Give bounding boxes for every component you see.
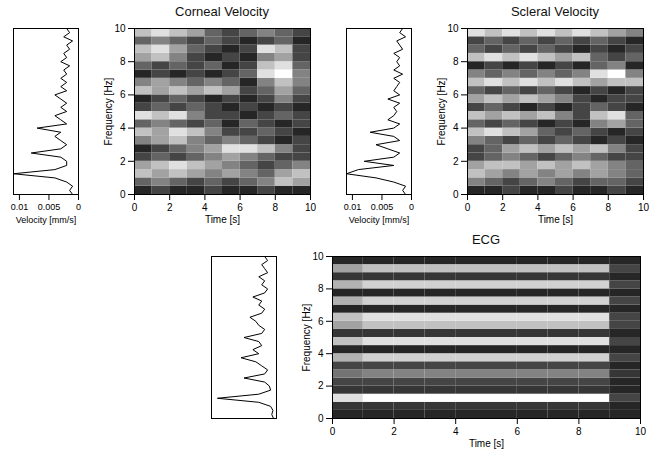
html-text:ECG: ECG — [471, 232, 501, 247]
svg-text:6: 6 — [120, 89, 126, 100]
svg-text:6: 6 — [237, 202, 243, 213]
svg-text:4: 4 — [535, 202, 541, 213]
svg-text:6: 6 — [570, 202, 576, 213]
svg-text:6: 6 — [453, 89, 459, 100]
html-text:Corneal Velocity: Corneal Velocity — [175, 4, 269, 19]
svg-text:0: 0 — [318, 413, 324, 424]
svg-text:2: 2 — [318, 380, 324, 391]
svg-text:0: 0 — [76, 202, 81, 212]
html-text:Scleral Velocity: Scleral Velocity — [510, 4, 600, 19]
svg-text:Time [s]: Time [s] — [469, 438, 504, 449]
svg-text:0: 0 — [132, 202, 138, 213]
svg-text:8: 8 — [576, 426, 582, 437]
svg-text:8: 8 — [606, 202, 612, 213]
svg-text:10: 10 — [305, 202, 317, 213]
svg-text:10: 10 — [114, 23, 126, 34]
svg-text:0.01: 0.01 — [11, 202, 29, 212]
svg-text:2: 2 — [167, 202, 173, 213]
svg-text:0.01: 0.01 — [344, 202, 362, 212]
svg-text:Time [s]: Time [s] — [538, 214, 573, 225]
svg-text:2: 2 — [120, 156, 126, 167]
svg-text:2: 2 — [391, 426, 397, 437]
svg-text:10: 10 — [635, 426, 647, 437]
svg-text:0.005: 0.005 — [38, 202, 61, 212]
svg-text:6: 6 — [515, 426, 521, 437]
svg-text:2: 2 — [500, 202, 506, 213]
svg-text:Velocity [mm/s]: Velocity [mm/s] — [16, 215, 77, 225]
svg-text:10: 10 — [312, 251, 324, 262]
svg-text:Frequency [Hz]: Frequency [Hz] — [103, 77, 114, 145]
svg-text:Frequency [Hz]: Frequency [Hz] — [301, 303, 312, 371]
svg-text:0: 0 — [330, 426, 336, 437]
svg-text:0: 0 — [465, 202, 471, 213]
svg-text:Velocity [mm/s]: Velocity [mm/s] — [349, 215, 410, 225]
svg-text:8: 8 — [273, 202, 279, 213]
svg-text:10: 10 — [638, 202, 650, 213]
svg-text:0: 0 — [409, 202, 414, 212]
svg-text:0.005: 0.005 — [371, 202, 394, 212]
svg-text:0: 0 — [120, 189, 126, 200]
svg-text:8: 8 — [453, 56, 459, 67]
svg-text:4: 4 — [120, 122, 126, 133]
svg-text:4: 4 — [453, 122, 459, 133]
svg-text:0: 0 — [453, 189, 459, 200]
svg-text:Frequency [Hz]: Frequency [Hz] — [436, 77, 447, 145]
svg-text:6: 6 — [318, 316, 324, 327]
svg-text:4: 4 — [318, 348, 324, 359]
svg-text:4: 4 — [453, 426, 459, 437]
svg-text:4: 4 — [202, 202, 208, 213]
svg-text:8: 8 — [318, 283, 324, 294]
svg-text:Time [s]: Time [s] — [205, 214, 240, 225]
svg-text:2: 2 — [453, 156, 459, 167]
svg-text:10: 10 — [447, 23, 459, 34]
svg-text:8: 8 — [120, 56, 126, 67]
